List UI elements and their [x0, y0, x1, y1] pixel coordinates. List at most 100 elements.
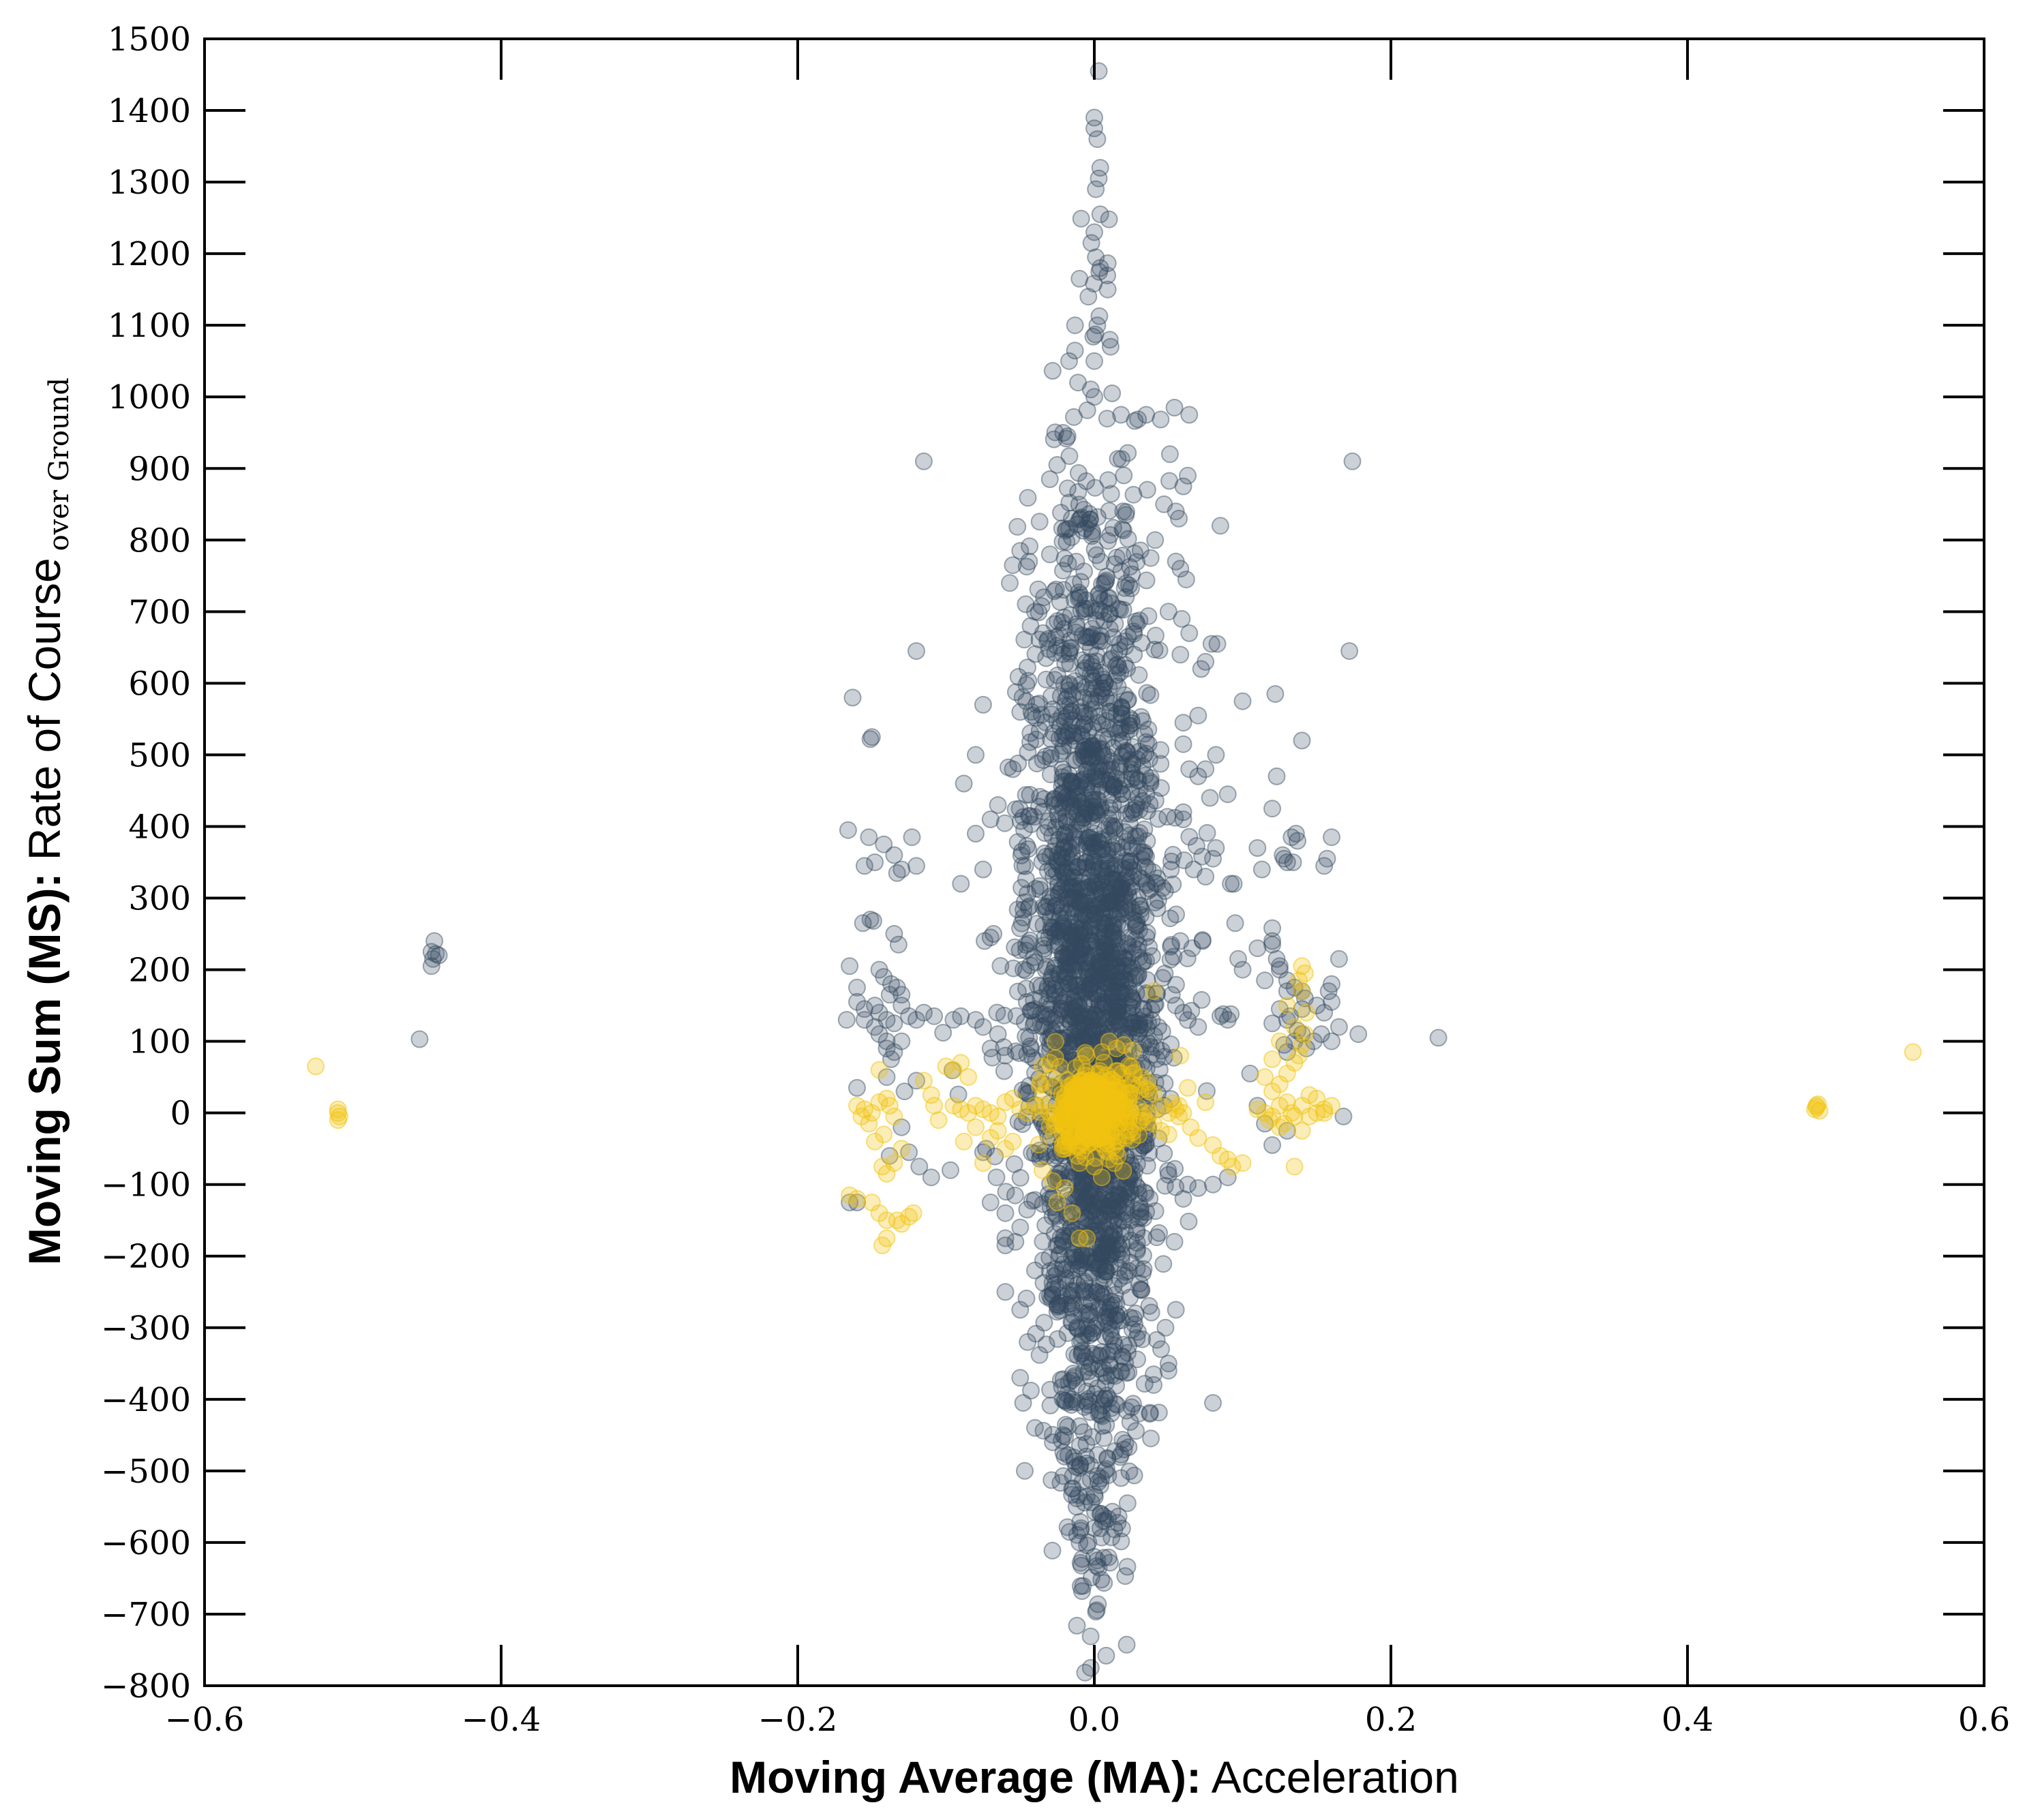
scatter-point — [1051, 966, 1069, 984]
scatter-point — [1100, 799, 1119, 817]
scatter-point — [1136, 1007, 1154, 1025]
scatter-point — [1053, 784, 1072, 802]
scatter-point — [981, 1194, 1000, 1211]
scatter-point — [976, 932, 993, 950]
scatter-point — [1109, 1187, 1127, 1204]
scatter-point — [1145, 982, 1162, 1001]
scatter-point — [1099, 532, 1118, 550]
scatter-point — [1058, 1204, 1077, 1222]
scatter-point — [1159, 1162, 1178, 1180]
scatter-point — [1052, 999, 1070, 1018]
scatter-point — [1081, 665, 1100, 684]
scatter-point — [1060, 447, 1079, 466]
scatter-point — [1129, 770, 1148, 789]
scatter-point — [1092, 1043, 1111, 1061]
scatter-point — [1312, 1025, 1330, 1044]
scatter-point — [1118, 1205, 1135, 1223]
scatter-point — [1116, 1434, 1135, 1453]
scatter-point — [1073, 868, 1092, 887]
scatter-point — [1017, 676, 1036, 694]
scatter-point — [1127, 915, 1145, 934]
scatter-point — [1158, 808, 1177, 826]
scatter-point — [1038, 862, 1057, 880]
scatter-point — [991, 957, 1010, 975]
scatter-point — [1042, 968, 1060, 986]
scatter-point — [1081, 931, 1100, 950]
scatter-point — [914, 452, 933, 470]
scatter-point — [1263, 800, 1281, 818]
scatter-point — [1090, 262, 1109, 281]
scatter-point — [1127, 1177, 1145, 1195]
scatter-point — [1124, 959, 1141, 977]
scatter-point — [1126, 612, 1145, 631]
scatter-point — [1098, 1235, 1116, 1254]
y-axis-title-normal: Rate of Course — [19, 558, 70, 873]
scatter-point — [967, 746, 985, 764]
scatter-point — [974, 1154, 992, 1172]
scatter-point — [1115, 1335, 1133, 1354]
scatter-point — [1119, 950, 1137, 968]
scatter-point — [1067, 1498, 1085, 1516]
scatter-point — [1266, 685, 1285, 703]
scatter-point — [967, 1011, 985, 1029]
scatter-point — [1089, 586, 1107, 605]
scatter-point — [1072, 962, 1091, 980]
scatter-point — [1275, 1114, 1293, 1133]
scatter-point — [1101, 859, 1120, 877]
scatter-point — [1054, 763, 1072, 782]
scatter-point — [1081, 918, 1100, 936]
scatter-point — [1109, 1196, 1128, 1215]
scatter-point — [974, 860, 992, 879]
scatter-point — [1113, 1211, 1131, 1230]
scatter-point — [1066, 1023, 1084, 1042]
scatter-point — [1096, 984, 1114, 1003]
scatter-point — [1031, 881, 1049, 899]
scatter-point — [1108, 1395, 1126, 1414]
scatter-point — [1180, 828, 1199, 846]
scatter-point — [1126, 768, 1144, 787]
scatter-point — [1051, 909, 1069, 928]
scatter-point — [1115, 984, 1134, 1002]
scatter-point — [1075, 954, 1093, 973]
scatter-point — [1109, 929, 1126, 947]
scatter-point — [1090, 992, 1108, 1010]
scatter-point — [1081, 1456, 1099, 1474]
scatter-point — [1017, 993, 1036, 1011]
scatter-point — [422, 957, 440, 975]
scatter-point — [1110, 1305, 1128, 1323]
scatter-point — [1083, 763, 1101, 782]
scatter-point — [1051, 1245, 1069, 1264]
scatter-point — [903, 828, 921, 847]
scatter-point — [1046, 986, 1064, 1005]
scatter-point — [1110, 983, 1128, 1001]
scatter-point — [1103, 817, 1122, 835]
scatter-point — [1113, 785, 1132, 803]
scatter-point — [1123, 998, 1141, 1016]
scatter-point — [1180, 624, 1199, 642]
scatter-point — [1030, 513, 1049, 531]
scatter-point — [1263, 1014, 1281, 1033]
scatter-point — [1050, 626, 1068, 644]
scatter-point — [1105, 906, 1123, 924]
scatter-point — [1117, 1194, 1135, 1213]
scatter-point — [934, 1024, 952, 1042]
scatter-point — [1103, 1237, 1122, 1255]
scatter-point — [1083, 901, 1101, 920]
scatter-point — [1068, 1393, 1086, 1412]
scatter-point — [1073, 939, 1092, 958]
scatter-point — [1119, 901, 1137, 920]
scatter-point — [1159, 1166, 1178, 1184]
scatter-point — [1040, 1262, 1059, 1280]
scatter-point — [1208, 635, 1227, 653]
scatter-point — [1104, 739, 1122, 757]
scatter-point — [1167, 975, 1185, 994]
scatter-point — [1043, 700, 1062, 718]
scatter-point — [1062, 528, 1081, 547]
scatter-point — [1066, 316, 1084, 335]
scatter-point — [1124, 861, 1143, 879]
scatter-point — [1093, 859, 1111, 877]
scatter-point — [1174, 1003, 1192, 1022]
scatter-point — [1111, 1016, 1130, 1035]
scatter-point — [1082, 695, 1100, 713]
scatter-point — [1103, 1502, 1122, 1521]
